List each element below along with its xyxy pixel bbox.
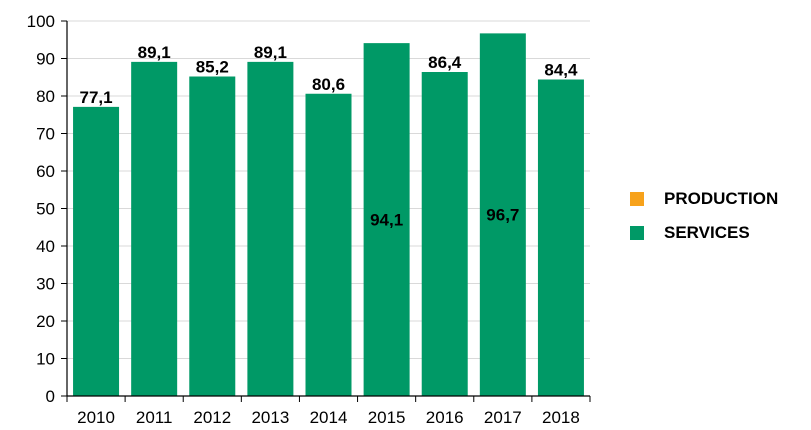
bar-services	[421, 72, 468, 396]
legend: PRODUCTION SERVICES	[630, 189, 779, 258]
x-tick-label: 2013	[251, 408, 289, 427]
legend-item-services: SERVICES	[630, 223, 778, 242]
axes	[61, 20, 591, 402]
x-tick-label: 2014	[310, 408, 348, 427]
y-tick-label: 90	[36, 50, 55, 69]
data-label: 89,1	[254, 43, 287, 62]
x-tick-label: 2017	[484, 408, 522, 427]
y-tick-label: 100	[27, 12, 55, 31]
data-label: 86,4	[428, 53, 462, 72]
bar-services	[305, 93, 352, 396]
x-tick-label: 2011	[136, 408, 173, 427]
y-tick-label: 80	[36, 87, 55, 106]
y-axis-tick-labels: 0 10 20 30 40 50 60 70 80 90 100	[27, 12, 55, 406]
x-axis-tick-labels: 2010 2011 2012 2013 2014 2015 2016 2017 2018	[77, 408, 580, 427]
y-tick-label: 0	[46, 387, 55, 406]
data-label: 84,4	[544, 61, 578, 80]
legend-label-services: SERVICES	[664, 223, 750, 242]
y-tick-label: 40	[36, 237, 55, 256]
data-label: 80,6	[312, 75, 345, 94]
data-labels: 77,1 89,1 85,2 89,1 80,6 94,1 86,4 96,7 84,4	[80, 43, 579, 230]
y-tick-label: 20	[36, 312, 55, 331]
legend-swatch-production	[630, 192, 644, 206]
bar-services	[363, 43, 410, 396]
data-label: 94,1	[370, 211, 403, 230]
bar-services	[73, 106, 120, 396]
y-tick-label: 30	[36, 275, 55, 294]
bars	[73, 33, 584, 396]
legend-item-production: PRODUCTION	[630, 189, 779, 208]
bar-services	[247, 61, 294, 396]
bar-services	[479, 33, 526, 396]
y-tick-label: 10	[36, 350, 55, 369]
data-label: 77,1	[80, 88, 113, 107]
x-tick-label: 2018	[542, 408, 580, 427]
y-tick-label: 70	[36, 125, 55, 144]
bar-services	[189, 76, 236, 396]
bar-services	[131, 61, 178, 396]
x-tick-label: 2015	[368, 408, 406, 427]
y-tick-label: 50	[36, 200, 55, 219]
x-tick-label: 2012	[193, 408, 231, 427]
y-tick-label: 60	[36, 162, 55, 181]
data-label: 89,1	[138, 43, 171, 62]
bar-services	[537, 79, 584, 396]
legend-swatch-services	[630, 226, 644, 240]
x-tick-label: 2010	[77, 408, 115, 427]
data-label: 96,7	[486, 206, 519, 225]
legend-label-production: PRODUCTION	[664, 189, 779, 208]
data-label: 85,2	[196, 58, 229, 77]
x-tick-label: 2016	[426, 408, 464, 427]
